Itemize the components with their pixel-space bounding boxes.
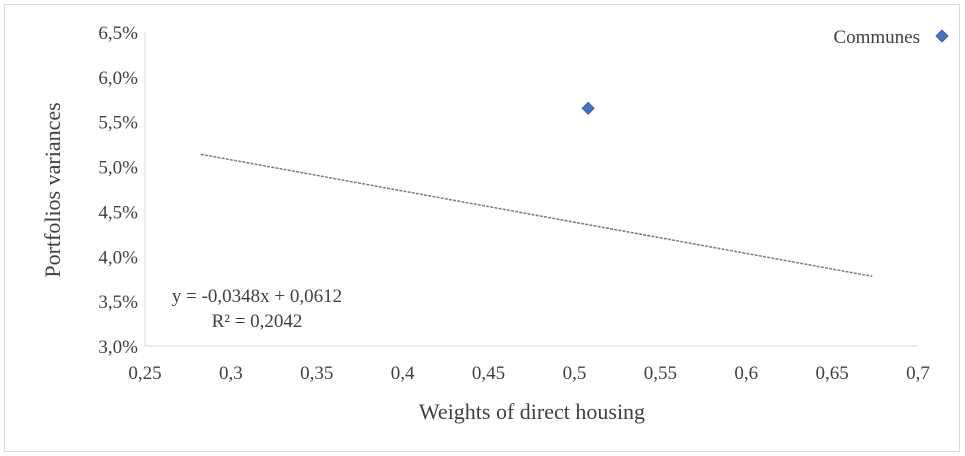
x-tick-label: 0,6 xyxy=(734,363,758,384)
y-tick-label: 5,0% xyxy=(98,158,138,179)
legend-label-communes: Communes xyxy=(833,27,920,48)
y-axis-title-group: Portfolios variances xyxy=(40,102,65,277)
y-tick-label: 3,0% xyxy=(98,337,138,358)
data-points xyxy=(581,101,595,115)
x-tick-label: 0,3 xyxy=(219,363,243,384)
trendline-r-squared: R² = 0,2042 xyxy=(212,311,303,332)
trendline-equation: y = -0,0348x + 0,0612 xyxy=(172,286,342,307)
chart-frame xyxy=(4,4,960,452)
y-axis-title: Portfolios variances xyxy=(40,102,65,277)
y-tick-label: 5,5% xyxy=(98,113,138,134)
y-tick-labels: 3,0% 3,5% 4,0% 4,5% 5,0% 5,5% 6,0% 6,5% xyxy=(98,23,138,358)
x-axis-title: Weights of direct housing xyxy=(419,399,645,424)
x-tick-label: 0,35 xyxy=(300,363,333,384)
y-tick-label: 6,5% xyxy=(98,23,138,44)
x-tick-label: 0,55 xyxy=(644,363,677,384)
x-tick-label: 0,45 xyxy=(472,363,505,384)
trendline xyxy=(200,153,873,278)
x-tick-label: 0,4 xyxy=(391,363,415,384)
legend-marker-communes xyxy=(935,29,949,43)
y-tick-label: 4,5% xyxy=(98,202,138,223)
y-tick-label: 6,0% xyxy=(98,68,138,89)
data-point-diamond xyxy=(581,101,595,115)
x-tick-label: 0,5 xyxy=(563,363,587,384)
x-tick-label: 0,25 xyxy=(128,363,161,384)
x-tick-label: 0,65 xyxy=(815,363,848,384)
y-tick-label: 3,5% xyxy=(98,292,138,313)
x-tick-label: 0,7 xyxy=(906,363,930,384)
y-tick-label: 4,0% xyxy=(98,247,138,268)
x-tick-labels: 0,25 0,3 0,35 0,4 0,45 0,5 0,55 0,6 0,65 0,7 xyxy=(128,363,930,384)
